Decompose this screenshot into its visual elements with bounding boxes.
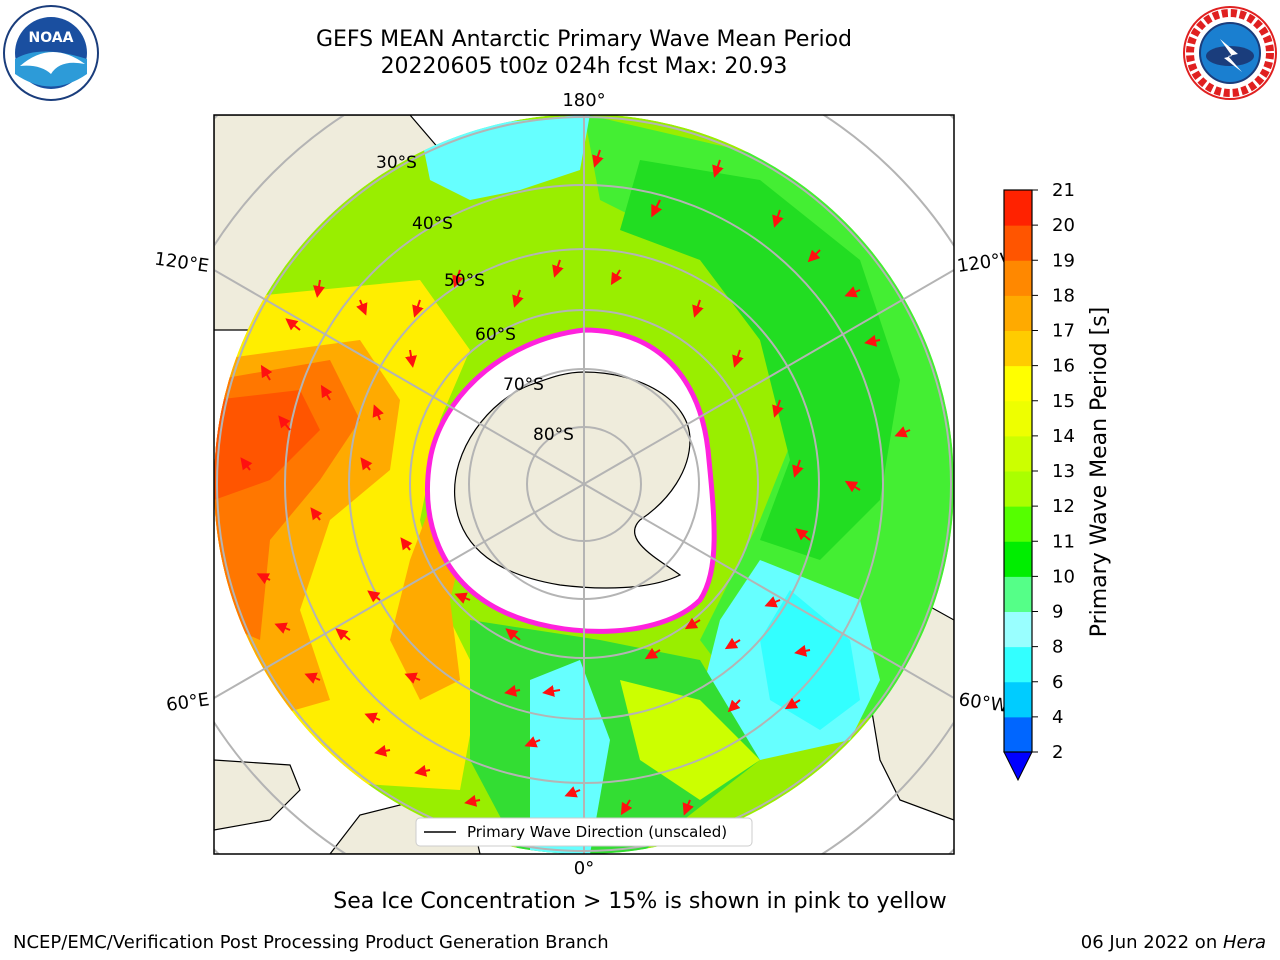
colorbar-segment — [1004, 330, 1032, 367]
colorbar-tick-label: 18 — [1052, 285, 1075, 306]
colorbar-tick-label: 2 — [1052, 742, 1063, 763]
lat-label-60s: 60°S — [475, 325, 516, 345]
lon-label-0: 0° — [574, 858, 594, 879]
lat-label-30s: 30°S — [376, 153, 417, 173]
footer-date: 06 Jun 2022 on Hera — [1081, 932, 1266, 953]
footer-date-text: 06 Jun 2022 on — [1080, 932, 1223, 953]
legend-label: Primary Wave Direction (unscaled) — [467, 823, 727, 841]
colorbar-tick-label: 20 — [1052, 215, 1075, 236]
colorbar-tick-label: 21 — [1052, 180, 1075, 201]
colorbar-tick-label: 14 — [1052, 426, 1075, 447]
colorbar-segment — [1004, 435, 1032, 472]
lat-label-70s: 70°S — [503, 375, 544, 395]
lon-label-120e: 120°E — [153, 249, 210, 277]
colorbar-segment — [1004, 365, 1032, 402]
lat-label-50s: 50°S — [444, 271, 485, 291]
footer-credit: NCEP/EMC/Verification Post Processing Pr… — [13, 932, 609, 953]
map-frame — [213, 114, 955, 855]
colorbar-tick-label: 9 — [1052, 602, 1063, 623]
sea-ice-caption: Sea Ice Concentration > 15% is shown in … — [333, 889, 947, 914]
noaa-logo: NOAA — [3, 5, 99, 101]
colorbar-segment — [1004, 681, 1032, 718]
noaa-logo-text: NOAA — [29, 30, 74, 46]
colorbar-tick-label: 17 — [1052, 321, 1075, 342]
colorbar-tick-label: 11 — [1052, 531, 1075, 552]
colorbar-tick-label: 16 — [1052, 356, 1075, 377]
colorbar: 2 4 6 8 9 10 11 12 13 14 15 16 17 18 19 20 21 — [1003, 180, 1075, 782]
national-weather-service-logo — [1183, 6, 1277, 100]
colorbar-segment — [1004, 190, 1032, 226]
lat-label-40s: 40°S — [412, 214, 453, 234]
footer-machine: Hera — [1222, 932, 1266, 953]
map-area: Primary Wave Direction (unscaled) — [214, 115, 954, 854]
colorbar-tick-label: 19 — [1052, 250, 1075, 271]
colorbar-tick-label: 10 — [1052, 566, 1075, 587]
colorbar-tick-label: 12 — [1052, 496, 1075, 517]
lon-label-180: 180° — [562, 90, 605, 111]
colorbar-segment — [1004, 646, 1032, 683]
colorbar-segment — [1004, 225, 1032, 261]
map-legend: Primary Wave Direction (unscaled) — [415, 817, 753, 847]
colorbar-segment — [1004, 716, 1032, 753]
colorbar-tick-label: 8 — [1052, 637, 1063, 658]
map-subtitle: 20220605 t00z 024h fcst Max: 20.93 — [380, 54, 788, 79]
lon-label-60w: 60°W — [957, 689, 1009, 717]
colorbar-label: Primary Wave Mean Period [s] — [1087, 307, 1112, 638]
colorbar-segment — [1004, 260, 1032, 296]
colorbar-tick-label: 13 — [1052, 461, 1075, 482]
lon-label-60e: 60°E — [165, 689, 211, 716]
map-title: GEFS MEAN Antarctic Primary Wave Mean Pe… — [315, 27, 853, 52]
colorbar-segment — [1004, 400, 1032, 437]
graticule — [214, 115, 954, 854]
colorbar-tick-label: 4 — [1052, 707, 1063, 728]
colorbar-segment — [1004, 541, 1032, 577]
colorbar-tick-label: 15 — [1052, 391, 1075, 412]
colorbar-extend-arrow — [1003, 751, 1033, 782]
colorbar-segment — [1004, 471, 1032, 507]
colorbar-segment — [1004, 295, 1032, 331]
colorbar-segment — [1004, 506, 1032, 542]
colorbar-tick-label: 6 — [1052, 672, 1063, 693]
colorbar-segment — [1004, 576, 1032, 612]
lat-label-80s: 80°S — [533, 425, 574, 445]
colorbar-segment — [1004, 611, 1032, 648]
wave-direction-arrows — [240, 149, 911, 816]
